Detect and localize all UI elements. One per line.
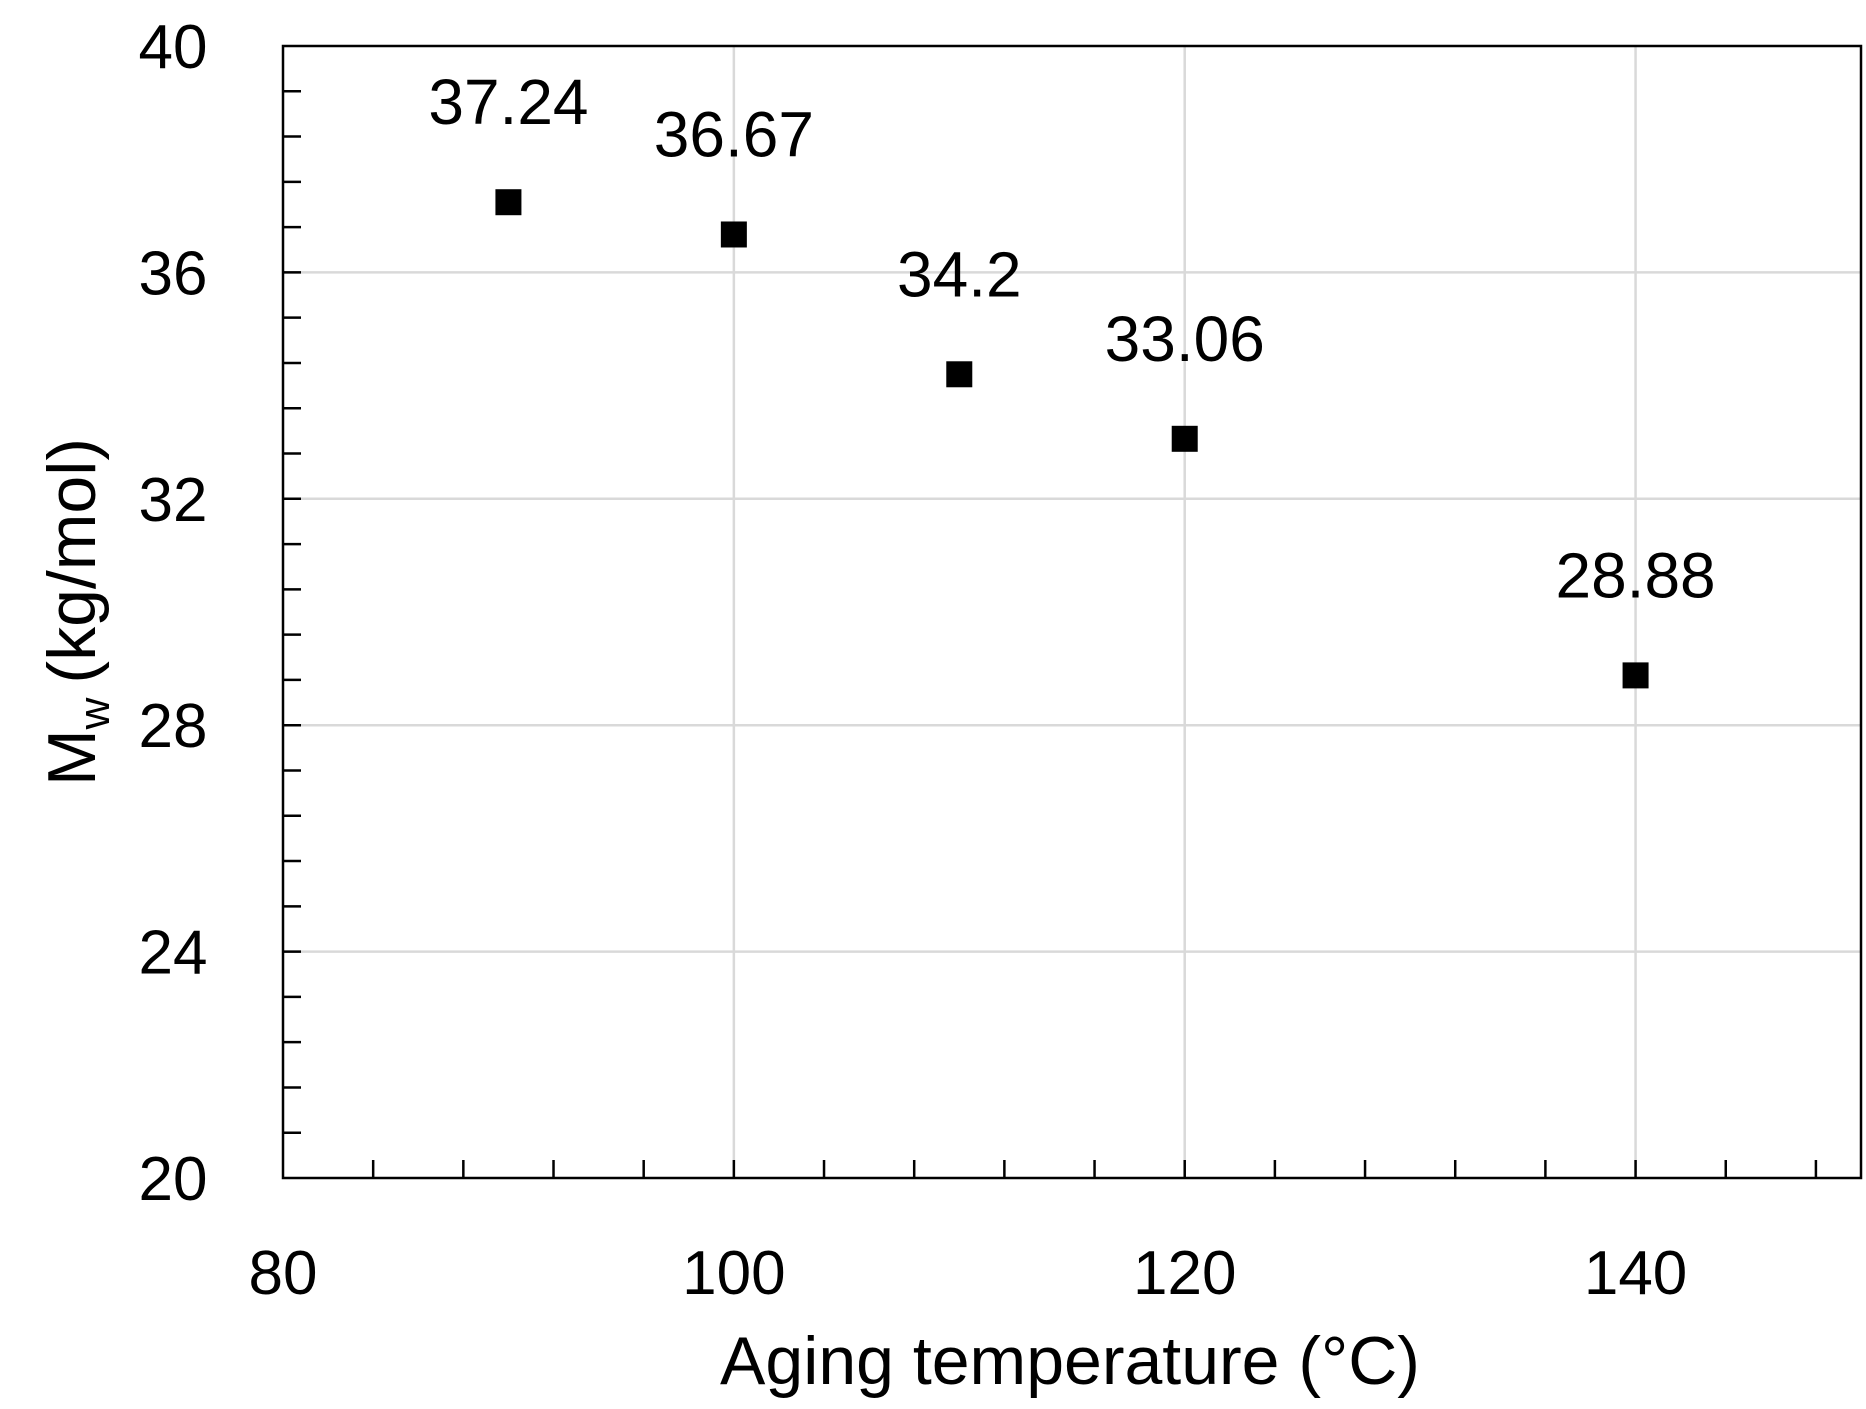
x-axis-title: Aging temperature (°C) xyxy=(720,1323,1420,1399)
data-point xyxy=(1622,662,1649,689)
y-tick-label-32: 32 xyxy=(139,466,208,535)
y-tick-label-36: 36 xyxy=(139,239,208,308)
data-point xyxy=(720,221,747,248)
y-tick-label-40: 40 xyxy=(139,13,208,82)
data-point xyxy=(946,361,973,388)
y-tick-label-24: 24 xyxy=(139,919,208,988)
data-point xyxy=(1171,425,1198,452)
y-tick-label-20: 20 xyxy=(139,1145,208,1214)
data-label: 33.06 xyxy=(1105,303,1265,375)
x-tick-label-120: 120 xyxy=(1133,1239,1236,1308)
y-axis-unit: (kg/mol) xyxy=(34,438,110,684)
data-label: 36.67 xyxy=(654,98,814,170)
tick-marks xyxy=(283,90,1818,1178)
data-labels: 37.24 36.67 34.2 33.06 28.88 xyxy=(428,66,1715,611)
data-label: 37.24 xyxy=(428,66,588,138)
y-axis-tick-labels: 20 24 28 32 36 40 xyxy=(139,13,208,1214)
y-axis-symbol: M xyxy=(34,729,110,786)
x-tick-label-100: 100 xyxy=(682,1239,785,1308)
grid-lines xyxy=(283,46,1861,1178)
y-axis-title: Mw (kg/mol) xyxy=(34,438,119,786)
plot-area-frame xyxy=(281,44,1863,1180)
x-tick-label-140: 140 xyxy=(1584,1239,1687,1308)
data-points xyxy=(495,189,1649,689)
y-tick-label-28: 28 xyxy=(139,692,208,761)
data-label: 34.2 xyxy=(897,238,1022,310)
data-point xyxy=(495,189,522,216)
data-label: 28.88 xyxy=(1555,539,1715,611)
x-tick-label-80: 80 xyxy=(249,1239,318,1308)
x-axis-tick-labels: 80 100 120 140 xyxy=(249,1239,1688,1308)
y-axis-subscript: w xyxy=(70,697,119,730)
